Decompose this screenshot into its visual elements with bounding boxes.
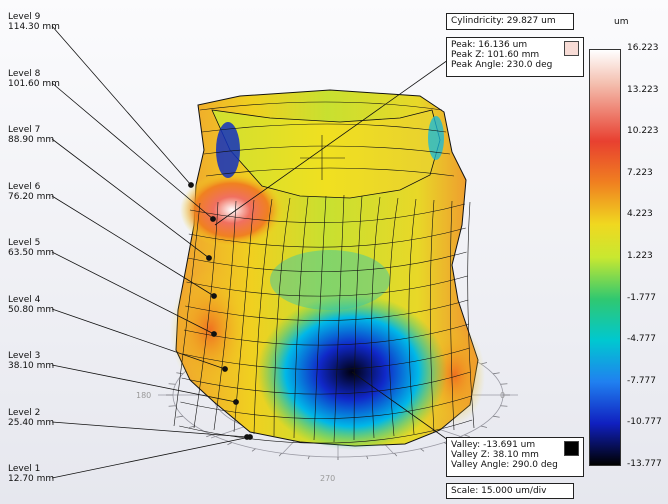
valley-z: Valley Z: 38.10 mm — [451, 450, 539, 460]
level-marker — [222, 366, 228, 372]
level-height: 101.60 mm — [8, 79, 60, 89]
polar-label-180: 180 — [136, 391, 152, 400]
scale-value: Scale: 15.000 um/div — [451, 486, 547, 496]
level-height: 63.50 mm — [8, 248, 55, 258]
level-label-1: Level 1 12.70 mm — [8, 464, 54, 484]
level-height: 38.10 mm — [8, 361, 55, 371]
level-name: Level 3 — [8, 351, 41, 361]
colorbar-tick-label: 10.223 — [627, 126, 659, 137]
level-height: 50.80 mm — [8, 305, 55, 315]
level-leader-line — [51, 25, 192, 186]
valley-angle: Valley Angle: 290.0 deg — [451, 460, 558, 470]
valley-box: Valley: -13.691 um Valley Z: 38.10 mm Va… — [446, 437, 584, 477]
level-marker — [211, 331, 217, 337]
level-name: Level 4 — [8, 295, 41, 305]
colorbar — [589, 49, 621, 466]
colorbar-tick-label: 7.223 — [627, 167, 653, 178]
valley-value: Valley: -13.691 um — [451, 440, 536, 450]
cylindricity-value: Cylindricity: 29.827 um — [451, 16, 556, 26]
level-label-6: Level 6 76.20 mm — [8, 182, 54, 202]
level-leader-line — [51, 195, 215, 297]
level-leader-line — [51, 421, 248, 438]
level-leader-line — [51, 364, 237, 403]
colorbar-tick-label: 13.223 — [627, 84, 659, 95]
level-height: 76.20 mm — [8, 192, 55, 202]
level-height: 25.40 mm — [8, 418, 55, 428]
level-name: Level 5 — [8, 238, 41, 248]
level-marker — [206, 255, 212, 261]
level-label-9: Level 9 114.30 mm — [8, 12, 60, 32]
valley-color-swatch — [564, 441, 579, 456]
level-height: 88.90 mm — [8, 135, 55, 145]
colorbar-tick-label: -1.777 — [627, 292, 657, 303]
level-leader-line — [51, 82, 214, 220]
level-leader-line — [51, 138, 210, 259]
level-marker — [210, 216, 216, 222]
hot-spot-left — [170, 270, 250, 390]
level-name: Level 2 — [8, 408, 41, 418]
colorbar-tick-label: -10.777 — [627, 417, 662, 428]
level-label-3: Level 3 38.10 mm — [8, 351, 54, 371]
peak-box: Peak: 16.136 um Peak Z: 101.60 mm Peak A… — [446, 37, 584, 77]
polar-label-270: 270 — [320, 474, 336, 483]
peak-angle: Peak Angle: 230.0 deg — [451, 60, 553, 70]
peak-z: Peak Z: 101.60 mm — [451, 50, 540, 60]
level-name: Level 7 — [8, 125, 41, 135]
colorbar-unit: um — [614, 17, 629, 27]
peak-value: Peak: 16.136 um — [451, 40, 528, 50]
level-height: 114.30 mm — [8, 22, 60, 32]
scale-box: Scale: 15.000 um/div — [446, 483, 574, 499]
level-marker — [211, 293, 217, 299]
colorbar-tick-label: -13.777 — [627, 459, 662, 469]
peak-region — [180, 172, 284, 248]
level-name: Level 6 — [8, 182, 41, 192]
cylinder-inner — [211, 109, 441, 199]
level-leader-line — [51, 436, 251, 479]
colorbar-tick-label: 16.223 — [627, 43, 659, 53]
level-label-8: Level 8 101.60 mm — [8, 69, 60, 89]
colorbar-tick-label: 1.223 — [627, 251, 653, 261]
level-leader-line — [51, 308, 226, 370]
level-marker — [188, 182, 194, 188]
colorbar-tick-label: 4.223 — [627, 209, 653, 220]
level-name: Level 1 — [8, 464, 41, 474]
level-marker — [247, 434, 253, 440]
level-label-4: Level 4 50.80 mm — [8, 295, 54, 315]
polar-label-0: 0 — [500, 391, 506, 400]
level-height: 12.70 mm — [8, 474, 55, 484]
level-marker — [233, 399, 239, 405]
level-label-7: Level 7 88.90 mm — [8, 125, 54, 145]
level-leader-line — [51, 251, 215, 335]
colorbar-tick-label: -7.777 — [627, 375, 657, 386]
peak-color-swatch — [564, 41, 579, 56]
level-label-2: Level 2 25.40 mm — [8, 408, 54, 428]
cylindricity-box: Cylindricity: 29.827 um — [446, 13, 574, 30]
level-label-5: Level 5 63.50 mm — [8, 238, 54, 258]
colorbar-tick-label: -4.777 — [627, 334, 657, 345]
level-name: Level 8 — [8, 69, 41, 79]
level-name: Level 9 — [8, 12, 41, 22]
